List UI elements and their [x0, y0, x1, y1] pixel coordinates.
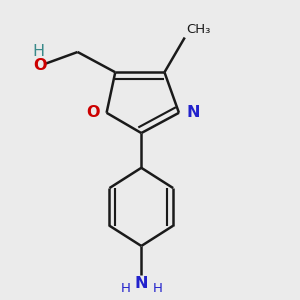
Text: O: O: [87, 105, 100, 120]
Text: N: N: [186, 105, 200, 120]
Text: N: N: [135, 276, 148, 291]
Text: H: H: [121, 282, 130, 295]
Text: CH₃: CH₃: [186, 23, 211, 36]
Text: O: O: [34, 58, 47, 73]
Text: H: H: [152, 282, 162, 295]
Text: H: H: [32, 44, 44, 59]
